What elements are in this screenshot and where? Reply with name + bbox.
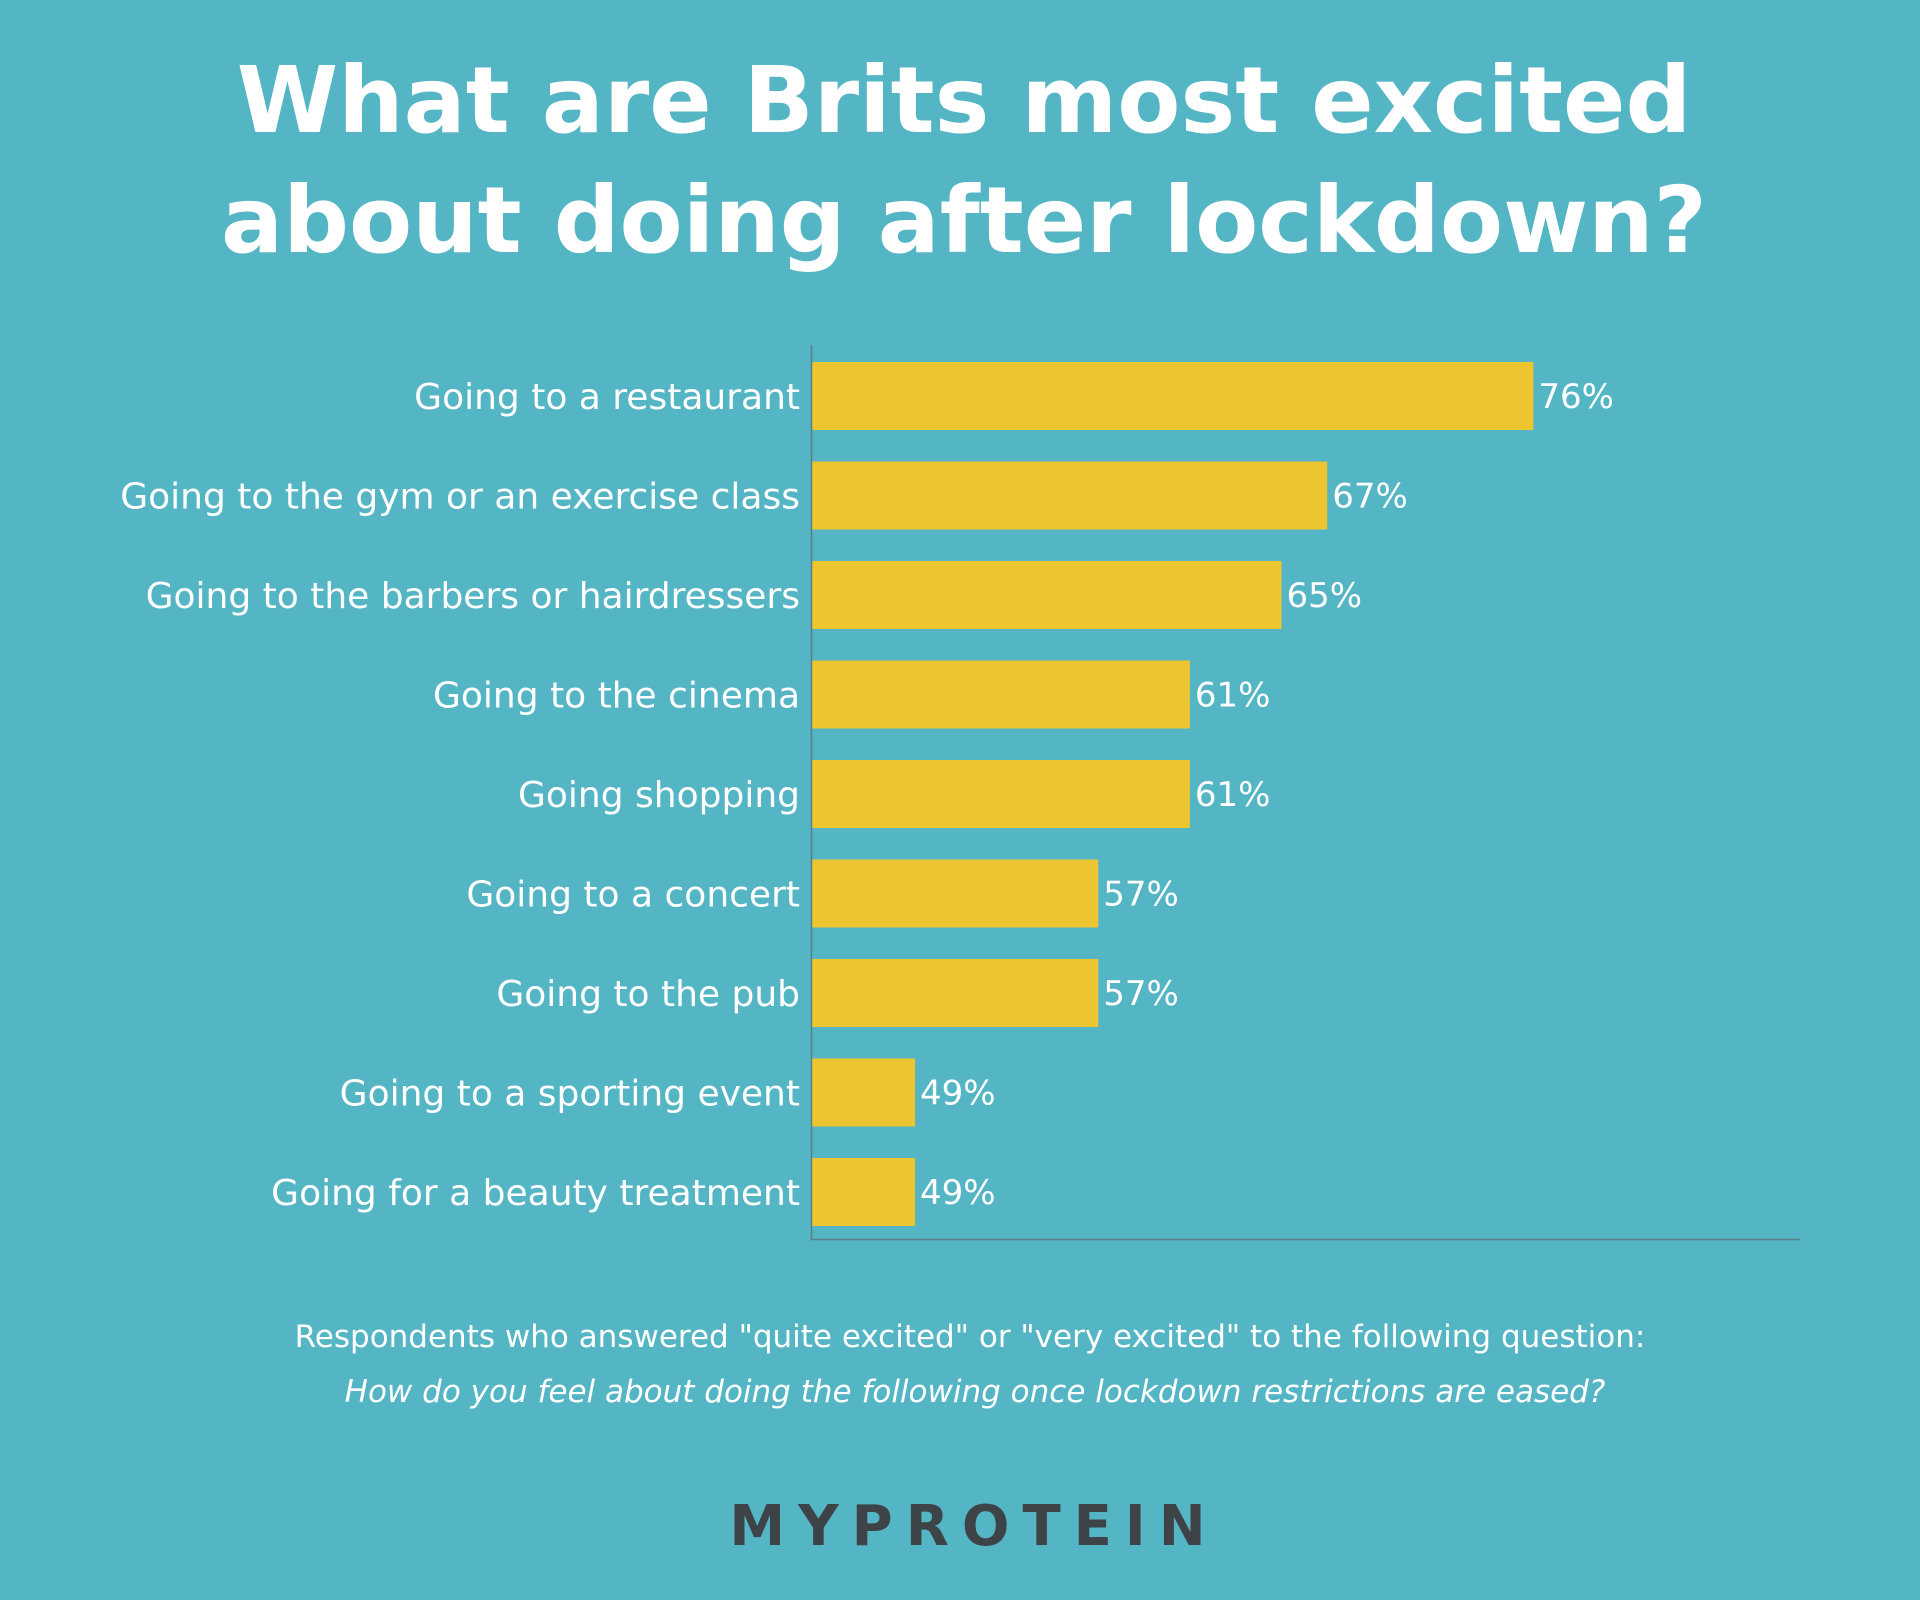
value-label: 61% [1195,676,1271,716]
myprotein-logo: MYPROTEIN [729,1494,1218,1559]
bar [812,859,1099,928]
bar [812,561,1282,629]
category-label: Going to the cinema [433,676,800,717]
footnote-line-2: How do you feel about doing the followin… [345,1374,1606,1410]
chart-title-line-2: about doing after lockdown? [221,167,1707,274]
category-label: Going for a beauty treatment [271,1173,800,1214]
value-label: 67% [1332,477,1408,517]
bar [812,660,1190,729]
footnote-line-1: Respondents who answered "quite excited"… [295,1319,1646,1355]
bar [812,1058,916,1127]
bar [812,1158,916,1226]
bar [812,461,1328,530]
value-label: 57% [1103,875,1179,915]
value-label: 65% [1286,576,1362,616]
category-label: Going to a restaurant [414,377,800,418]
category-label: Going shopping [518,775,800,816]
bar [812,760,1190,828]
bar [812,362,1534,430]
value-label: 49% [920,1074,996,1114]
value-label: 57% [1103,974,1179,1014]
category-label: Going to a concert [466,875,800,916]
category-label: Going to the barbers or hairdressers [146,576,800,617]
value-label: 49% [920,1173,996,1213]
value-label: 61% [1195,775,1271,815]
bar-series: Going to a restaurant 76% Going to the gym… [120,362,1614,1226]
category-label: Going to the pub [496,974,800,1015]
category-label: Going to the gym or an exercise class [120,477,800,518]
value-label: 76% [1538,377,1614,417]
chart-title-line-1: What are Brits most excited [237,47,1692,154]
bar [812,959,1099,1027]
category-label: Going to a sporting event [340,1074,800,1115]
